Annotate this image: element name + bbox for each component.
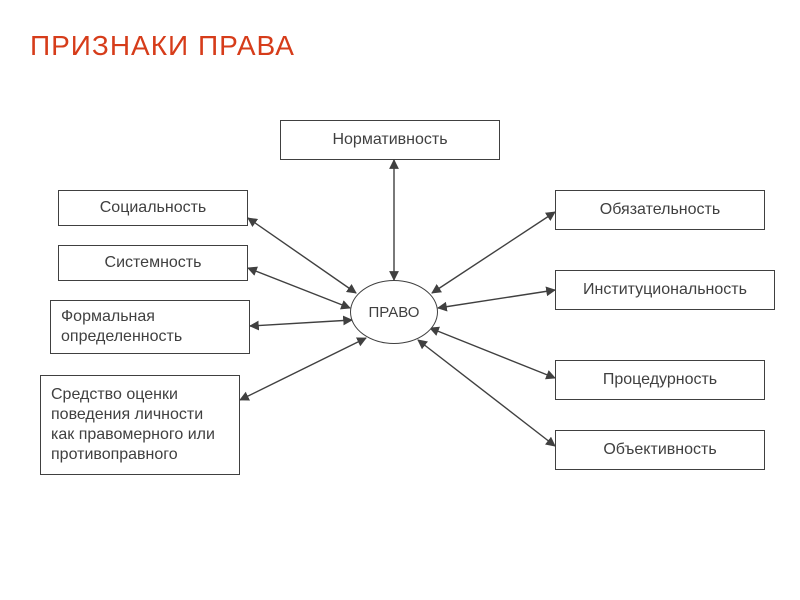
center-label: ПРАВО xyxy=(369,304,420,321)
node-label: Формальная определенность xyxy=(61,307,239,347)
node-formal: Формальная определенность xyxy=(50,300,250,354)
node-label: Институциональность xyxy=(583,280,747,300)
node-label: Нормативность xyxy=(332,130,447,150)
node-label: Социальность xyxy=(100,198,207,218)
page-title: ПРИЗНАКИ ПРАВА xyxy=(30,30,295,62)
node-label: Процедурность xyxy=(603,370,717,390)
node-systemic: Системность xyxy=(58,245,248,281)
node-evaluation: Средство оценки поведения личности как п… xyxy=(40,375,240,475)
node-procedural: Процедурность xyxy=(555,360,765,400)
node-institutional: Институциональность xyxy=(555,270,775,310)
node-label: Обязательность xyxy=(600,200,720,220)
node-label: Системность xyxy=(105,253,202,273)
title-text: ПРИЗНАКИ ПРАВА xyxy=(30,30,295,61)
node-label: Объективность xyxy=(603,440,716,460)
node-objectivity: Объективность xyxy=(555,430,765,470)
node-obligatory: Обязательность xyxy=(555,190,765,230)
center-node: ПРАВО xyxy=(350,280,438,344)
node-label: Средство оценки поведения личности как п… xyxy=(51,385,229,465)
node-sociality: Социальность xyxy=(58,190,248,226)
node-normativity: Нормативность xyxy=(280,120,500,160)
diagram-canvas: ПРАВО Нормативность Социальность Системн… xyxy=(10,90,790,590)
